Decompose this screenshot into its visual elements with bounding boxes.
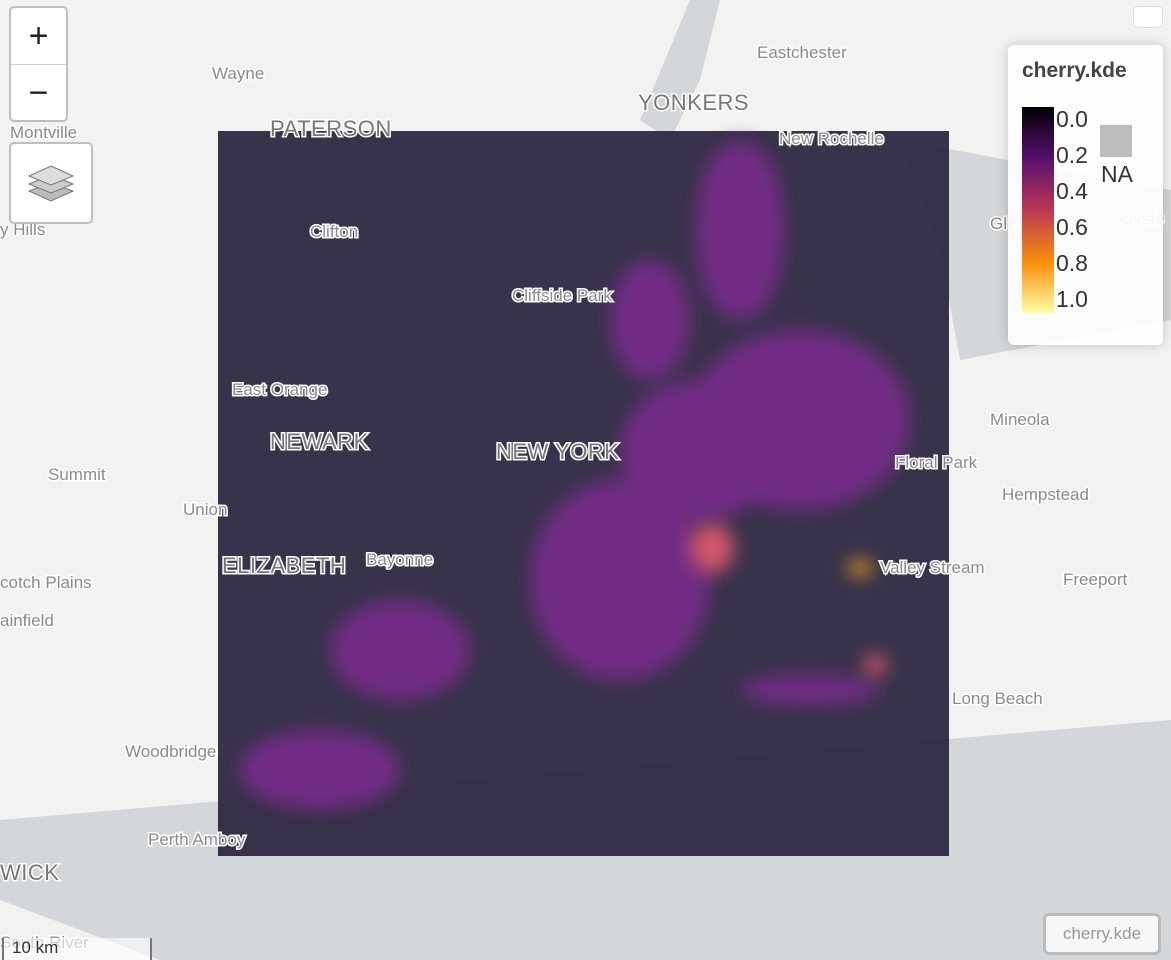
density-blobs [240, 140, 910, 810]
place-label: Valley Stream [880, 558, 985, 577]
place-label: Eastchester [757, 43, 847, 62]
place-label: y Hills [0, 220, 45, 239]
zoom-control: + − [9, 6, 68, 122]
place-label: Montville [10, 123, 77, 142]
legend-tick: 0.6 [1056, 214, 1088, 240]
hot-spots [690, 523, 887, 675]
legend-gradient [1022, 107, 1054, 313]
place-label: Clifton [310, 222, 358, 241]
place-label: Woodbridge [125, 742, 216, 761]
legend-tick: 0.4 [1056, 178, 1088, 204]
legend-tick: 1.0 [1056, 286, 1088, 312]
legend-na: NA [1101, 161, 1133, 187]
place-label: Long Beach [952, 689, 1043, 708]
place-label: Perth Amboy [148, 830, 246, 849]
place-label: NEWARK [270, 429, 369, 454]
place-label: Mineola [990, 410, 1050, 429]
place-label: WICK [0, 860, 59, 885]
layers-control[interactable] [9, 142, 93, 224]
place-label: Union [183, 500, 227, 519]
corner-button[interactable] [1133, 6, 1163, 28]
zoom-out[interactable]: − [28, 73, 49, 112]
layer-tag[interactable]: cherry.kde [1043, 913, 1161, 955]
legend-tick: 0.0 [1056, 106, 1088, 132]
place-label: YONKERS [638, 90, 749, 115]
place-label: NEW YORK [496, 439, 619, 464]
place-label: Bayonne [366, 550, 433, 569]
legend-tick: 0.2 [1056, 142, 1088, 168]
zoom-in[interactable]: + [11, 8, 66, 65]
place-label: Cliffside Park [512, 286, 612, 305]
place-label: Floral Park [895, 453, 978, 472]
place-label: East Orange [232, 380, 327, 399]
place-label: New Rochelle [779, 129, 884, 148]
scale-bar: 10 km [2, 938, 152, 960]
layers-icon [27, 165, 75, 202]
legend-tick: 0.8 [1056, 250, 1088, 276]
legend-na-swatch [1100, 125, 1132, 157]
place-label: Summit [48, 465, 106, 484]
legend: cherry.kde 0.0 0.2 0.4 0.6 0.8 1.0 NA [1008, 45, 1163, 345]
place-label: ELIZABETH [222, 553, 346, 578]
place-label: Wayne [212, 64, 264, 83]
place-label: Freeport [1063, 570, 1128, 589]
place-label: PATERSON [270, 116, 392, 141]
legend-title: cherry.kde [1022, 59, 1127, 82]
place-label: ainfield [0, 611, 54, 630]
place-label: Hempstead [1002, 485, 1089, 504]
place-label: cotch Plains [0, 573, 92, 592]
